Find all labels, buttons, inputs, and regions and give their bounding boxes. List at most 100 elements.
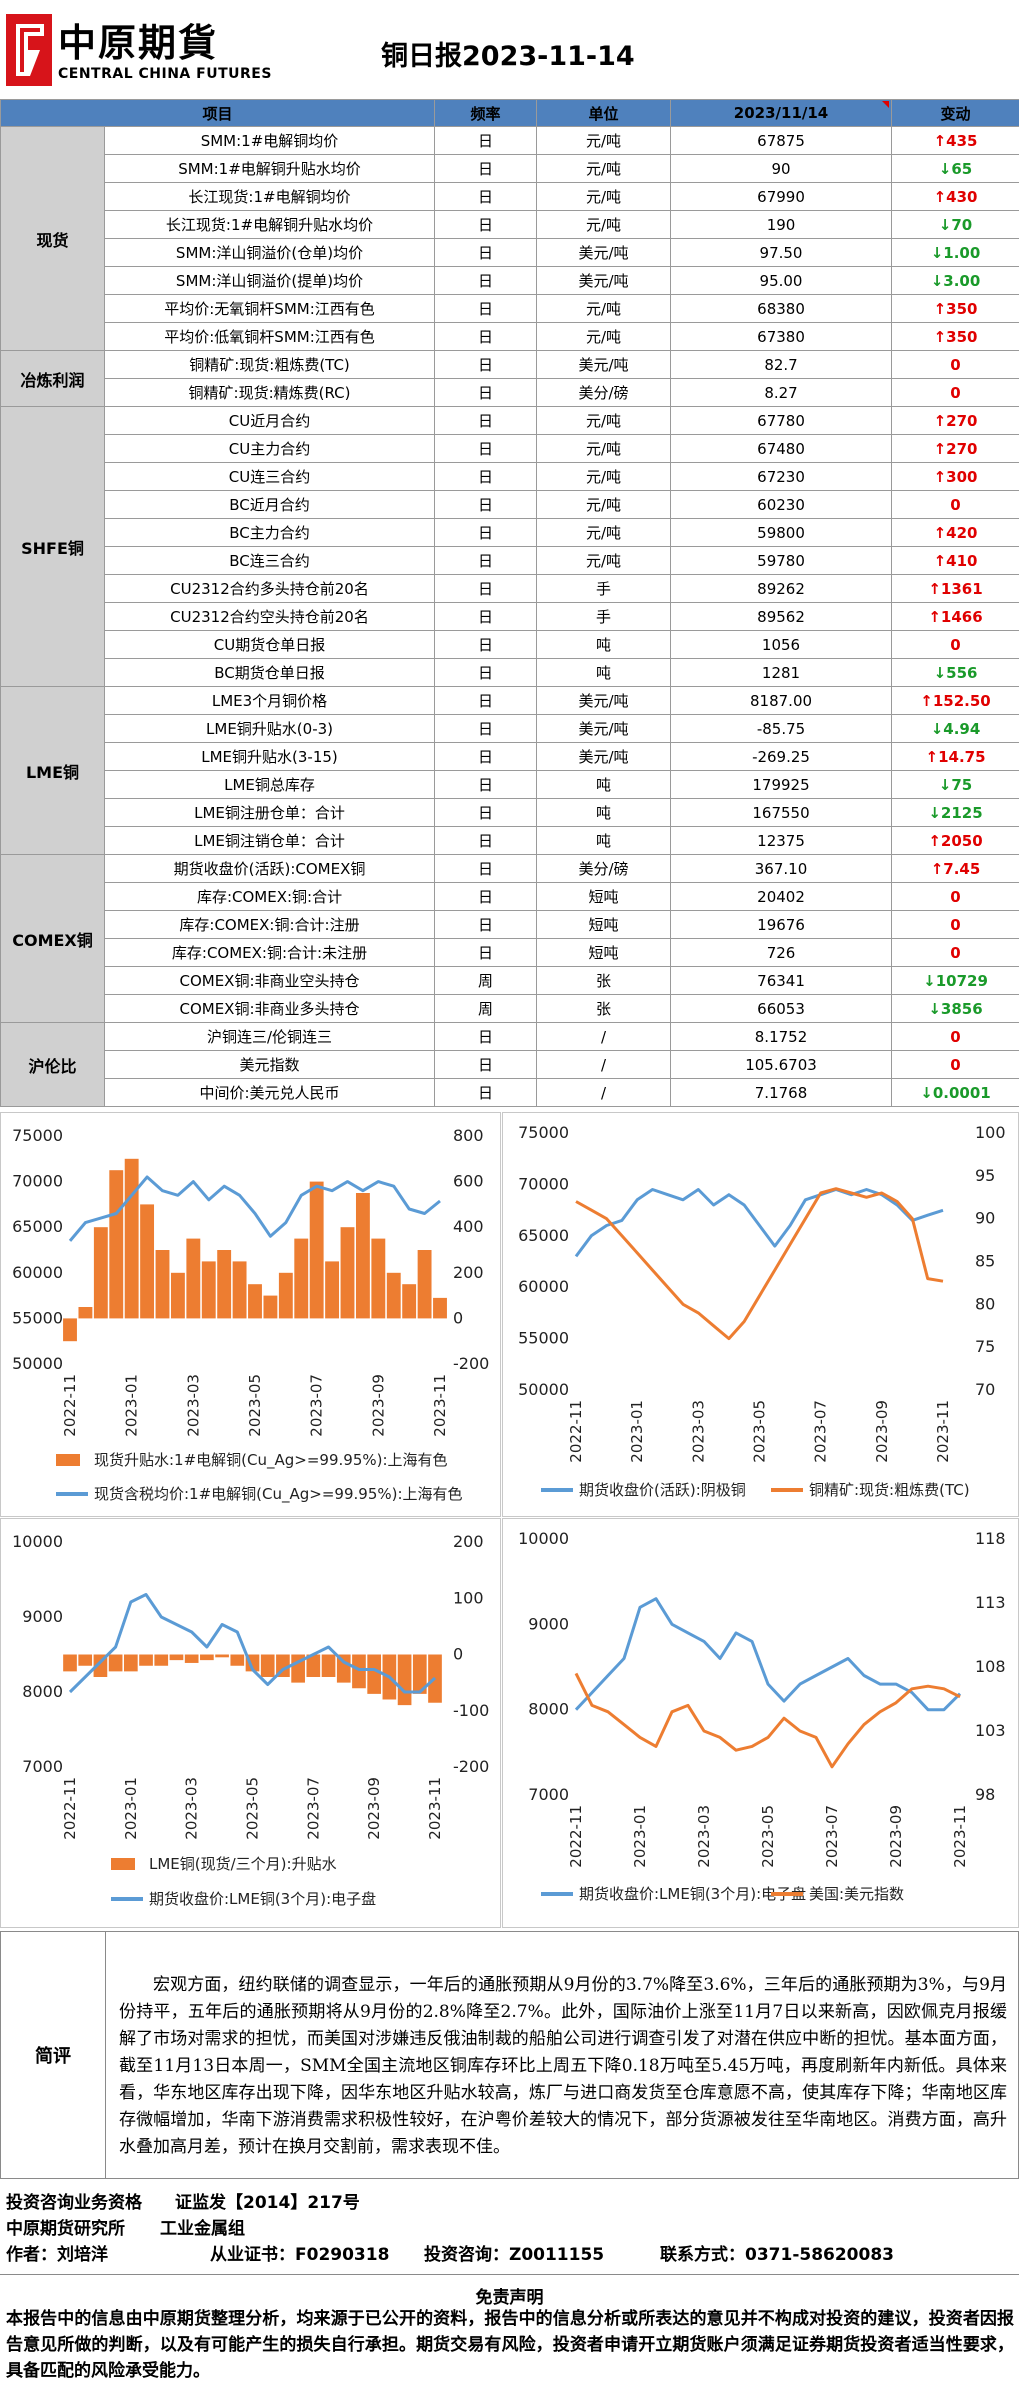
bar bbox=[201, 1261, 216, 1319]
header-frequency: 频率 bbox=[434, 99, 538, 127]
value: 67990 bbox=[670, 182, 893, 211]
legend-label: LME铜(现货/三个月):升贴水 bbox=[149, 1855, 337, 1873]
change: ↓4.94 bbox=[891, 714, 1019, 743]
change: ↓3856 bbox=[891, 994, 1019, 1023]
table-row: LME铜注销仓单：合计日吨 12375 ↑2050 bbox=[1, 826, 1019, 855]
frequency: 日 bbox=[434, 882, 538, 911]
unit: 吨 bbox=[536, 630, 672, 659]
change: ↑435 bbox=[891, 126, 1019, 155]
frequency: 日 bbox=[434, 910, 538, 939]
x-tick-label: 2023-11 bbox=[951, 1805, 969, 1868]
x-tick-label: 2023-03 bbox=[183, 1777, 201, 1840]
table-row: CU期货仓单日报日吨 1056 0 bbox=[1, 630, 1019, 659]
y2-tick-label: 0 bbox=[453, 1645, 463, 1664]
unit: 吨 bbox=[536, 658, 672, 687]
value: 8.1752 bbox=[670, 1022, 893, 1051]
x-tick-label: 2023-03 bbox=[184, 1374, 202, 1437]
item: 期货收盘价(活跃):COMEX铜 bbox=[103, 854, 436, 883]
frequency: 日 bbox=[434, 1078, 538, 1107]
value: 67380 bbox=[670, 322, 893, 351]
frequency: 日 bbox=[434, 126, 538, 155]
unit: 短吨 bbox=[536, 938, 672, 967]
consult: 投资咨询：Z0011155 bbox=[424, 2245, 605, 2265]
table-row: BC连三合约日元/吨 59780 ↑410 bbox=[1, 546, 1019, 575]
table-row: 库存:COMEX:铜:合计日短吨 20402 0 bbox=[1, 882, 1019, 911]
bar bbox=[63, 1318, 77, 1342]
unit: 元/吨 bbox=[536, 126, 672, 155]
unit: 短吨 bbox=[536, 882, 672, 911]
bar bbox=[367, 1654, 382, 1694]
unit: 手 bbox=[536, 602, 672, 631]
y-tick-label: 50000 bbox=[518, 1380, 569, 1399]
x-tick-label: 2023-09 bbox=[365, 1777, 383, 1840]
group-label: SHFE铜 bbox=[0, 406, 105, 687]
legend-label: 现货升贴水:1#电解铜(Cu_Ag>=99.95%):上海有色 bbox=[94, 1451, 448, 1470]
unit: 吨 bbox=[536, 826, 672, 855]
x-tick-label: 2022-11 bbox=[567, 1805, 585, 1868]
frequency: 日 bbox=[434, 322, 538, 351]
frequency: 日 bbox=[434, 154, 538, 183]
unit: 短吨 bbox=[536, 910, 672, 939]
table-row: BC近月合约日元/吨 60230 0 bbox=[1, 490, 1019, 519]
item: 平均价:无氧铜杆SMM:江西有色 bbox=[103, 294, 436, 323]
legend-label: 现货含税均价:1#电解铜(Cu_Ag>=99.95%):上海有色 bbox=[94, 1485, 463, 1504]
value: 67230 bbox=[670, 462, 893, 491]
change: ↑270 bbox=[891, 434, 1019, 463]
frequency: 日 bbox=[434, 182, 538, 211]
table-row: CU连三合约日元/吨 67230 ↑300 bbox=[1, 462, 1019, 491]
bar bbox=[169, 1654, 184, 1661]
bar bbox=[200, 1654, 214, 1661]
frequency: 周 bbox=[434, 966, 538, 995]
y-tick-label: 60000 bbox=[518, 1277, 569, 1296]
frequency: 日 bbox=[434, 210, 538, 239]
bar bbox=[321, 1654, 336, 1677]
line bbox=[575, 1187, 944, 1341]
value: -269.25 bbox=[670, 742, 893, 771]
change: 0 bbox=[891, 350, 1019, 379]
table-row: 铜精矿:现货:精炼费(RC) 日美分/磅 8.27 0 bbox=[1, 378, 1019, 407]
item: BC连三合约 bbox=[103, 546, 436, 575]
unit: / bbox=[536, 1050, 672, 1079]
table-row: SMM:洋山铜溢价(仓单)均价日美元/吨 97.50 ↓1.00 bbox=[1, 238, 1019, 267]
value: 190 bbox=[670, 210, 893, 239]
frequency: 日 bbox=[434, 434, 538, 463]
y-tick-label: 60000 bbox=[12, 1263, 63, 1282]
chart: 7000 8000 9000 10000 98 103 108 113 118 2022-11 20… bbox=[502, 1518, 1019, 1928]
change: ↑350 bbox=[891, 294, 1019, 323]
table-row: 美元指数日/105.6703 0 bbox=[1, 1050, 1019, 1079]
frequency: 日 bbox=[434, 602, 538, 631]
item: CU主力合约 bbox=[103, 434, 436, 463]
y-tick-label: 7000 bbox=[528, 1785, 569, 1804]
x-tick-label: 2023-05 bbox=[244, 1777, 262, 1840]
contact: 联系方式：0371-58620083 bbox=[660, 2245, 894, 2265]
y2-tick-label: 800 bbox=[453, 1126, 484, 1145]
change: ↓10729 bbox=[891, 966, 1019, 995]
value: 12375 bbox=[670, 826, 893, 855]
change: 0 bbox=[891, 1050, 1019, 1079]
x-tick-label: 2023-05 bbox=[751, 1400, 769, 1463]
item: BC近月合约 bbox=[103, 490, 436, 519]
x-tick-label: 2023-05 bbox=[759, 1805, 777, 1868]
y2-tick-label: 108 bbox=[975, 1657, 1006, 1676]
value: 8.27 bbox=[670, 378, 893, 407]
y-tick-label: 55000 bbox=[518, 1329, 569, 1348]
x-tick-label: 2023-11 bbox=[431, 1374, 449, 1437]
bar bbox=[139, 1654, 153, 1666]
y-tick-label: 50000 bbox=[12, 1354, 63, 1373]
change: ↑430 bbox=[891, 182, 1019, 211]
certificate: 从业证书：F0290318 bbox=[210, 2245, 390, 2265]
x-tick-label: 2023-07 bbox=[812, 1400, 830, 1463]
y2-tick-label: 200 bbox=[453, 1263, 484, 1282]
change: 0 bbox=[891, 1022, 1019, 1051]
legend-label: 美国:美元指数 bbox=[809, 1885, 904, 1903]
logo-subtext: CENTRAL CHINA FUTURES bbox=[58, 66, 272, 82]
value: 1281 bbox=[670, 658, 893, 687]
change: ↑270 bbox=[891, 406, 1019, 435]
unit: 美元/吨 bbox=[536, 350, 672, 379]
x-tick-label: 2022-11 bbox=[61, 1777, 79, 1840]
item: 铜精矿:现货:粗炼费(TC) bbox=[103, 350, 436, 379]
unit: 美元/吨 bbox=[536, 238, 672, 267]
frequency: 日 bbox=[434, 490, 538, 519]
frequency: 日 bbox=[434, 798, 538, 827]
table-row: 现货 SMM:1#电解铜均价日元/吨 67875 ↑435 bbox=[0, 126, 1019, 351]
